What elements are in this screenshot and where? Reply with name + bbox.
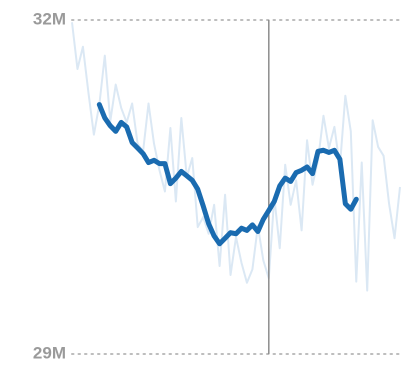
series-line-smoothed [96, 102, 359, 247]
series-line-raw [71, 22, 401, 292]
gridlines [71, 19, 401, 355]
smoothed-series-layer [96, 102, 359, 247]
y-tick-label: 32M [33, 9, 66, 28]
y-tick-label: 29M [33, 343, 66, 362]
y-tick-labels: 29M 32M [33, 9, 66, 362]
raw-series-layer [71, 22, 401, 292]
